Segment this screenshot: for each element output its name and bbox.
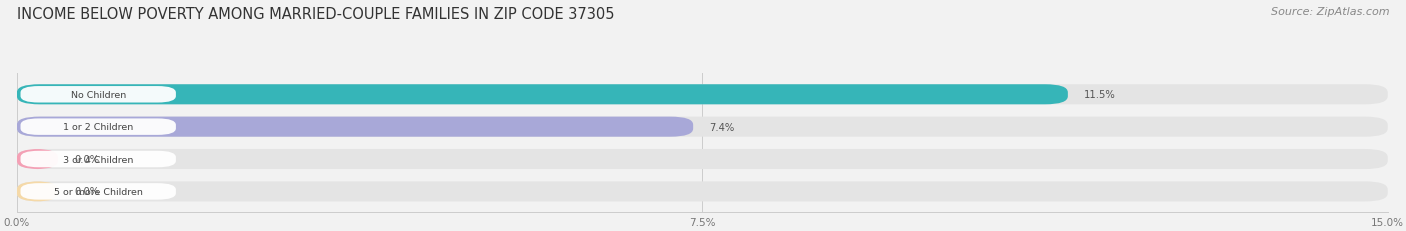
Text: 3 or 4 Children: 3 or 4 Children: [63, 155, 134, 164]
Text: 0.0%: 0.0%: [75, 187, 100, 197]
FancyBboxPatch shape: [17, 182, 1388, 202]
FancyBboxPatch shape: [17, 85, 1069, 105]
FancyBboxPatch shape: [21, 183, 176, 200]
Text: Source: ZipAtlas.com: Source: ZipAtlas.com: [1271, 7, 1389, 17]
Text: 11.5%: 11.5%: [1084, 90, 1116, 100]
Text: 1 or 2 Children: 1 or 2 Children: [63, 123, 134, 132]
Text: 7.4%: 7.4%: [710, 122, 735, 132]
Text: 0.0%: 0.0%: [75, 154, 100, 164]
FancyBboxPatch shape: [17, 149, 1388, 169]
FancyBboxPatch shape: [17, 117, 693, 137]
FancyBboxPatch shape: [17, 182, 58, 202]
FancyBboxPatch shape: [17, 149, 58, 169]
FancyBboxPatch shape: [21, 151, 176, 167]
FancyBboxPatch shape: [17, 85, 1388, 105]
Text: 5 or more Children: 5 or more Children: [53, 187, 142, 196]
FancyBboxPatch shape: [21, 87, 176, 103]
FancyBboxPatch shape: [21, 119, 176, 135]
Text: INCOME BELOW POVERTY AMONG MARRIED-COUPLE FAMILIES IN ZIP CODE 37305: INCOME BELOW POVERTY AMONG MARRIED-COUPL…: [17, 7, 614, 22]
Text: No Children: No Children: [70, 90, 125, 99]
FancyBboxPatch shape: [17, 117, 1388, 137]
